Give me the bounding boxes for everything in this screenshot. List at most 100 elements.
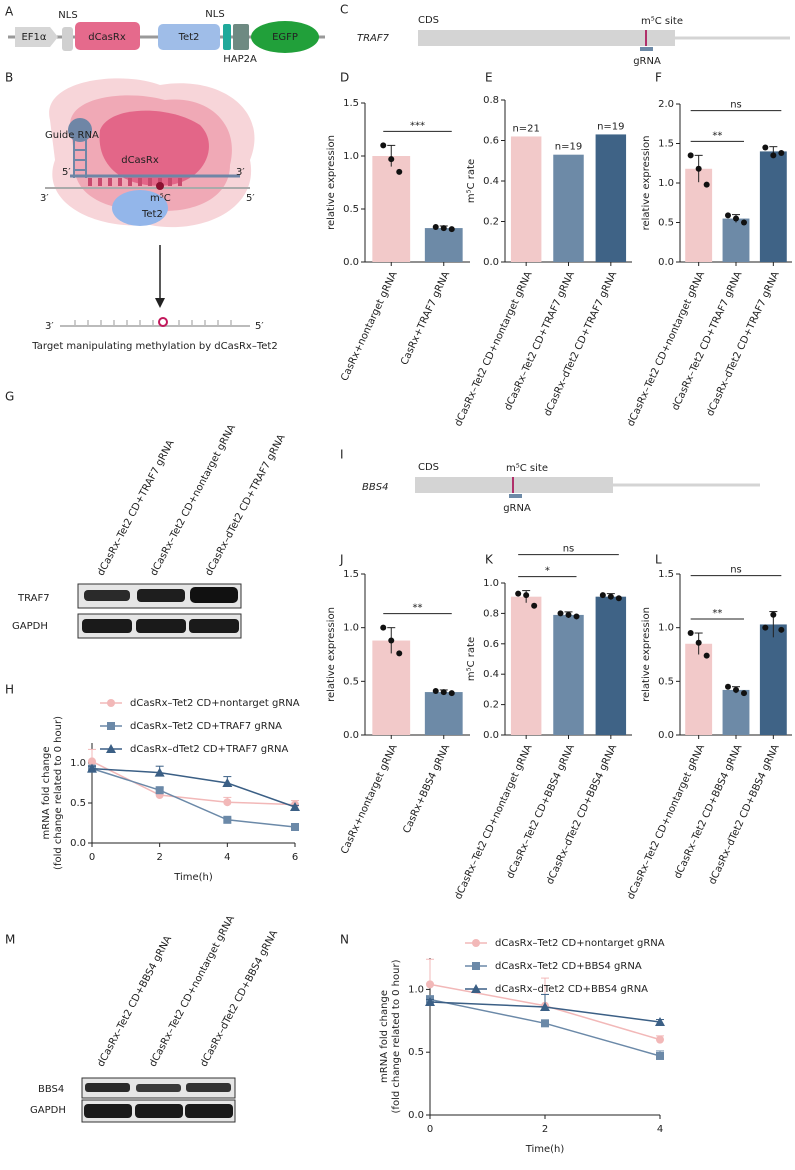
bar-chart: 0.0 0.5 1.0 1.5 relative expression dCasRx–Te… (625, 565, 792, 901)
band (137, 589, 185, 602)
panel-letters: A B C D E F G H I J K L M N (5, 3, 662, 947)
line-chart: 0.0 0.5 1.0 mRNA fold change (fold change re… (379, 938, 665, 1155)
line-chart: 0.0 0.5 1.0 mRNA fold change (fold change re… (41, 698, 300, 883)
bar-label: n=19 (597, 121, 624, 132)
data-point (440, 225, 447, 232)
band (136, 1084, 181, 1092)
marker (426, 980, 434, 989)
y-tick-label: 0.0 (343, 730, 359, 741)
gene-label: TRAF7 (357, 33, 390, 44)
y-tick-label: 0.5 (343, 204, 359, 215)
bbs4-blot: dCasRx–Tet2 CD+BBS4 gRNA dCasRx–Tet2 CD+… (30, 914, 280, 1123)
legend-label: dCasRx–Tet2 CD+TRAF7 gRNA (130, 721, 282, 732)
bar (759, 624, 787, 735)
y-tick-label: 1.0 (658, 623, 674, 634)
promoter (15, 27, 58, 47)
significance-label: ** (712, 608, 722, 619)
band (190, 587, 238, 603)
y-axis-label: m⁵C rate (466, 637, 477, 681)
y-tick-label: 0.2 (483, 217, 499, 228)
data-point (703, 181, 710, 188)
cds-label: CDS (418, 462, 439, 473)
strand-end: 3′ (45, 321, 54, 332)
x-axis-label: Time(h) (525, 1144, 565, 1155)
panel-letter: J (339, 553, 344, 567)
bar (685, 643, 713, 735)
methyl-site (156, 182, 164, 190)
x-tick-label: dCasRx–Tet2 CD+nontarget gRNA (625, 270, 707, 429)
significance-label: ns (730, 565, 742, 576)
protein-label: dCasRx (121, 155, 159, 166)
y-tick-label: 1.0 (408, 984, 424, 995)
marker (88, 757, 96, 766)
strand-end: 5′ (62, 167, 71, 178)
y-axis-label: mRNA fold change (41, 747, 52, 840)
site-label: m⁵C site (641, 16, 683, 27)
row-label: BBS4 (38, 1084, 64, 1095)
x-tick-label: CasRx+BBS4 gRNA (401, 743, 452, 835)
x-tick-label: dCasRx–Tet2 CD+TRAF7 gRNA (670, 270, 744, 413)
significance-label: ** (413, 603, 423, 614)
x-tick-label: 4 (224, 852, 230, 863)
data-point (733, 686, 739, 693)
hap2a (233, 24, 249, 50)
bar-label: n=19 (555, 142, 582, 153)
y-tick-label: 1.0 (483, 578, 499, 589)
bar-chart: 0.0 0.2 0.4 0.6 0.8 m⁵C rate n=21 dCasRx–Tet2 C… (453, 95, 632, 428)
row-label: TRAF7 (17, 593, 50, 604)
row-label: GAPDH (30, 1105, 66, 1116)
cds (418, 30, 675, 46)
panel-letter: C (340, 3, 348, 17)
x-tick-label: 0 (89, 852, 95, 863)
x-tick-label: dCasRx–dTet2 CD+TRAF7 gRNA (542, 270, 619, 418)
bar (722, 689, 750, 735)
y-tick-label: 0.0 (483, 730, 499, 741)
data-point (687, 630, 694, 637)
x-tick-label: dCasRx–dTet2 CD+BBS4 gRNA (545, 743, 620, 886)
marker (290, 802, 300, 811)
band (82, 619, 132, 633)
strand-end: 3′ (236, 167, 245, 178)
data-point (440, 689, 447, 696)
y-axis-label: relative expression (326, 135, 337, 230)
legend-label: dCasRx–Tet2 CD+nontarget gRNA (130, 698, 300, 709)
data-point (778, 149, 785, 156)
mark-label: m⁵C (150, 193, 171, 204)
x-tick-label: dCasRx–dTet2 CD+TRAF7 gRNA (705, 270, 782, 418)
construct: EF1α NLS dCasRx Tet2 NLS HAP2A EGFP (8, 9, 325, 65)
panel-letter: L (655, 553, 662, 567)
bar (424, 228, 463, 262)
lane-label: dCasRx–Tet2 CD+nontarget gRNA (148, 914, 237, 1069)
mechanism: dCasRx Guide RNA 5′ 3′ 3′ 5′ m⁵C Tet2 3′… (31, 78, 278, 352)
tet2-blob (112, 190, 168, 226)
series-line (91, 760, 296, 806)
data-point (703, 652, 710, 659)
casrx-label: dCasRx (88, 32, 126, 43)
band (135, 1104, 183, 1118)
y-tick-label: 0.5 (70, 798, 86, 809)
data-point (687, 152, 694, 159)
data-point (770, 152, 777, 159)
bar (372, 640, 411, 735)
panel-letter: I (340, 448, 344, 462)
marker (472, 962, 480, 970)
promoter-label: EF1α (21, 32, 46, 43)
product-bases (74, 320, 232, 326)
marker (223, 815, 232, 824)
marker (107, 722, 115, 730)
y-axis-label: relative expression (641, 136, 652, 231)
strand-end: 5′ (255, 321, 264, 332)
y-tick-label: 0.4 (483, 669, 499, 680)
y-tick-label: 1.0 (658, 178, 674, 189)
y-tick-label: 1.5 (343, 98, 359, 109)
data-point (762, 624, 769, 631)
x-tick-label: 0 (427, 1124, 433, 1135)
x-tick-label: 6 (292, 852, 298, 863)
data-point (515, 590, 522, 597)
demethylated-site (158, 317, 168, 327)
data-point (607, 593, 614, 600)
y-tick-label: 1.0 (343, 623, 359, 634)
marker (472, 939, 480, 947)
marker (154, 767, 165, 777)
x-tick-label: CasRx+nontarget gRNA (339, 270, 400, 383)
